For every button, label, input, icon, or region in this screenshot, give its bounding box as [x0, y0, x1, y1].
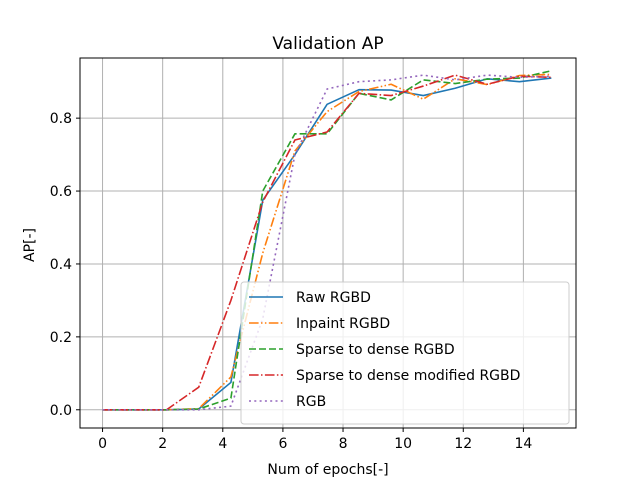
series-layer	[102, 69, 552, 411]
x-axis-label: Num of epochs[-]	[267, 462, 388, 478]
y-tick-label: 0.2	[50, 330, 72, 346]
legend-label: RGB	[296, 394, 326, 410]
legend-box	[240, 281, 570, 425]
tick-layer: 0 2 4 6 8 10 12 14 0.0 0.2 0.4 0.6 0.8	[50, 111, 533, 452]
plot-frame	[79, 57, 577, 429]
x-tick-label: 6	[278, 436, 287, 452]
series-line-rgb	[102, 74, 552, 411]
legend-label: Sparse to dense modified RGBD	[296, 368, 520, 384]
x-tick-label: 10	[394, 436, 412, 452]
x-tick-label: 8	[339, 436, 348, 452]
y-axis-label: AP[-]	[22, 228, 38, 262]
x-tick-label: 4	[218, 436, 227, 452]
y-tick-label: 0.8	[50, 111, 72, 127]
y-tick-label: 0.4	[50, 257, 72, 273]
y-tick-label: 0.0	[50, 403, 72, 419]
x-tick-label: 12	[454, 436, 472, 452]
legend-label: Sparse to dense RGBD	[296, 342, 455, 358]
x-tick-label: 0	[98, 436, 107, 452]
x-tick-label: 14	[514, 436, 532, 452]
chart-title: Validation AP	[272, 34, 383, 54]
legend-label: Inpaint RGBD	[296, 316, 390, 332]
y-tick-label: 0.6	[50, 184, 72, 200]
legend: Raw RGBD Inpaint RGBD Sparse to dense RGBD…	[240, 281, 570, 425]
legend-label: Raw RGBD	[296, 290, 371, 306]
x-tick-label: 2	[158, 436, 167, 452]
series-line-sparse-to-dense-modified-rgbd	[102, 74, 552, 411]
